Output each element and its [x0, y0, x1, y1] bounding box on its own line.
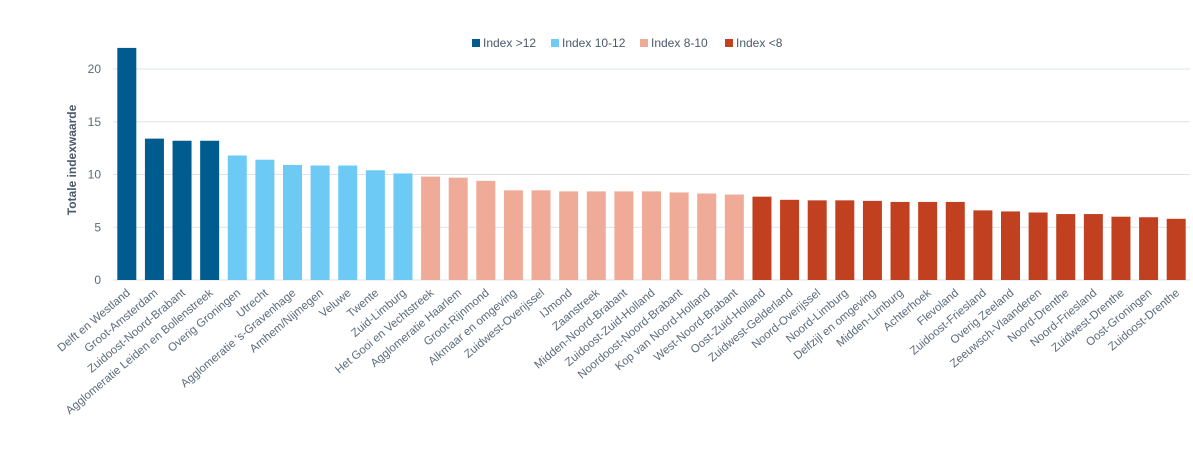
bar [448, 177, 468, 280]
bar [642, 191, 661, 280]
bars [117, 47, 1186, 281]
bar [945, 201, 965, 280]
legend-label: Index <8 [736, 36, 783, 50]
bar [862, 200, 882, 280]
bar [890, 201, 910, 280]
bar [1139, 217, 1159, 280]
y-tick-label: 0 [94, 273, 101, 287]
bar [614, 191, 634, 280]
bar [476, 180, 496, 280]
bar [283, 165, 302, 280]
legend-swatch [551, 39, 559, 47]
bar [338, 165, 358, 280]
bar [172, 140, 192, 280]
bar [559, 191, 579, 280]
bar [365, 170, 385, 280]
bar [503, 190, 523, 280]
bar [918, 201, 938, 280]
bar [227, 155, 247, 280]
legend-swatch [725, 39, 733, 47]
x-axis-ticks: Delft en WestlandGroot-AmsterdamZuidoost… [56, 287, 1182, 418]
bar [752, 196, 772, 280]
bar [310, 165, 330, 280]
bar [1028, 212, 1048, 280]
legend: Index >12 Index 10-12 Index 8-10 Index <8 [472, 36, 783, 50]
bar [1111, 216, 1131, 280]
bar [1056, 214, 1076, 280]
bar [1083, 214, 1103, 280]
bar [669, 192, 689, 280]
y-tick-label: 20 [88, 62, 102, 76]
bar [724, 194, 744, 280]
bar [780, 199, 800, 280]
bar [586, 191, 606, 280]
bar [200, 140, 220, 280]
y-tick-label: 15 [88, 115, 102, 129]
y-axis-label: Totale indexwaarde [65, 104, 79, 215]
bar [697, 193, 717, 280]
legend-label: Index 8-10 [651, 36, 708, 50]
bar [117, 47, 137, 281]
bar [421, 176, 441, 280]
bar [255, 159, 275, 280]
legend-swatch [472, 39, 480, 47]
legend-label: Index >12 [483, 36, 536, 50]
bar [1166, 218, 1186, 280]
y-tick-label: 10 [88, 168, 102, 182]
y-tick-label: 5 [94, 220, 101, 234]
bar [393, 173, 413, 280]
y-axis-ticks: 0 5 10 15 20 [88, 62, 102, 287]
legend-swatch [640, 39, 648, 47]
bar [835, 200, 855, 280]
bar [531, 190, 551, 280]
bar [1001, 211, 1020, 280]
bar [144, 138, 164, 280]
legend-label: Index 10-12 [562, 36, 626, 50]
bar [807, 200, 827, 280]
bar [973, 210, 993, 280]
